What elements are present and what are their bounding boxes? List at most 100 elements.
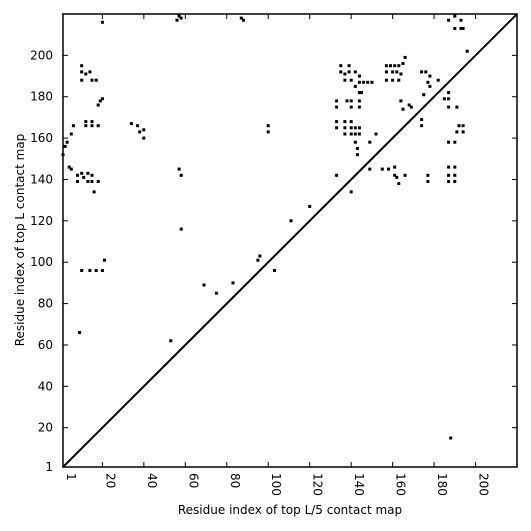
contact-point [428, 74, 432, 78]
contact-point [80, 269, 84, 272]
contact-point [447, 91, 451, 95]
contact-point [409, 105, 413, 109]
contact-point [241, 18, 245, 22]
contact-point [397, 64, 401, 68]
contact-point [453, 180, 457, 183]
contact-point [353, 132, 357, 136]
contact-point [426, 173, 430, 177]
contact-point [357, 91, 361, 95]
y-tick-label: 140 [30, 172, 53, 186]
y-tick-label: 180 [30, 90, 53, 104]
contact-point [453, 173, 457, 177]
contact-point [453, 165, 457, 169]
contact-point [355, 147, 359, 150]
contact-point [202, 283, 206, 287]
contact-point [84, 120, 88, 124]
contact-point [357, 126, 361, 130]
contact-point [339, 64, 343, 68]
contact-point [387, 167, 390, 171]
contact-point [88, 70, 92, 74]
x-tick-label: 160 [394, 473, 408, 496]
contact-point [407, 103, 411, 107]
contact-point [90, 78, 94, 82]
contact-point [142, 136, 146, 140]
contact-point [78, 331, 82, 334]
contact-point [447, 180, 451, 183]
contact-point [343, 132, 347, 136]
contact-point [393, 165, 397, 169]
contact-point [179, 16, 183, 20]
contact-point [360, 91, 363, 95]
contact-point [349, 132, 353, 136]
contact-point [453, 14, 457, 18]
contact-point [266, 130, 270, 134]
x-tick-label: 140 [352, 473, 366, 496]
contact-point [357, 74, 361, 78]
contact-point [80, 78, 84, 82]
contact-point [349, 105, 353, 109]
contact-point [391, 70, 395, 74]
contact-point [349, 120, 353, 124]
y-tick-label: 60 [38, 338, 53, 352]
y-tick-label: 1 [45, 460, 53, 474]
contact-point [447, 165, 451, 169]
contact-point [138, 130, 142, 134]
contact-point [335, 173, 339, 177]
contact-point [65, 140, 69, 144]
contact-point [308, 204, 312, 208]
contact-point [401, 62, 405, 66]
contact-point [273, 269, 276, 272]
contact-point [103, 258, 106, 262]
contact-point [353, 84, 357, 88]
contact-point [96, 103, 100, 107]
contact-point [258, 254, 262, 258]
contact-point [86, 180, 90, 183]
contact-point [401, 107, 405, 111]
contact-point [384, 78, 388, 82]
contact-point [455, 105, 459, 109]
contact-point [169, 339, 173, 343]
x-tick-label: 60 [186, 473, 200, 488]
contact-point [391, 78, 395, 82]
contact-point [461, 130, 465, 134]
contact-point [343, 126, 347, 130]
y-tick-label: 80 [38, 297, 53, 311]
contact-point [82, 175, 86, 179]
contact-point [447, 105, 451, 109]
contact-point [355, 153, 359, 157]
diagonal-line [62, 13, 518, 468]
contact-point [84, 72, 88, 76]
contact-point [100, 269, 104, 272]
plot-frame [62, 13, 518, 468]
y-tick-label: 100 [30, 255, 53, 269]
contact-point [461, 27, 465, 30]
y-tick-label: 20 [38, 421, 53, 435]
contact-point [422, 93, 426, 97]
contact-point [426, 180, 430, 183]
contact-point [179, 227, 183, 231]
contact-point [368, 140, 372, 144]
contact-point [179, 173, 183, 177]
contact-point [428, 84, 432, 88]
contact-point [177, 167, 181, 171]
contact-point [335, 120, 339, 124]
contact-point [345, 99, 349, 103]
contact-point [76, 173, 79, 177]
contact-point [94, 78, 98, 82]
contact-point [239, 16, 243, 20]
contact-point [357, 105, 361, 109]
contact-point [76, 180, 79, 183]
contact-point [86, 171, 90, 175]
contact-point [353, 126, 357, 130]
contact-point [395, 70, 399, 74]
contact-point [343, 72, 347, 76]
contact-point [457, 124, 461, 128]
contact-point [399, 72, 403, 76]
x-tick-label: 20 [103, 473, 117, 488]
contact-point [403, 173, 407, 177]
contact-point [357, 99, 361, 103]
contact-point [353, 140, 357, 144]
contact-point [289, 219, 293, 223]
y-tick-label: 160 [30, 131, 53, 145]
